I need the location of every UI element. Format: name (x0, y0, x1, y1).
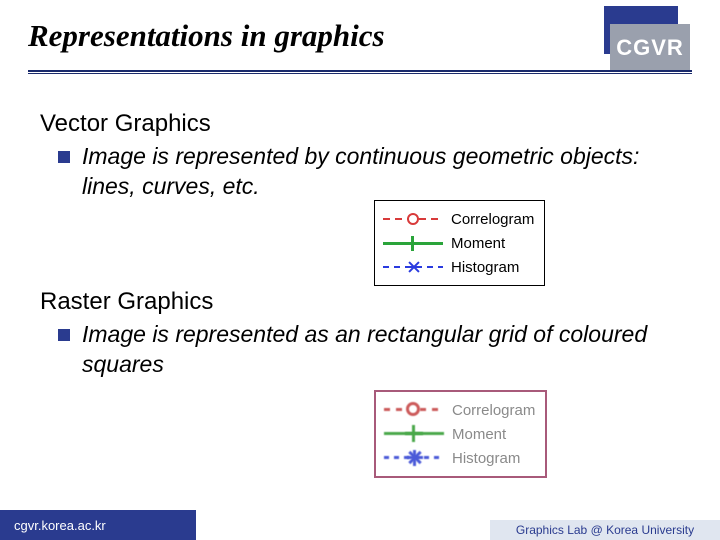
legend-label: Moment (451, 235, 505, 252)
footer-credit: Graphics Lab @ Korea University (490, 520, 720, 540)
legend-row: Histogram (384, 446, 535, 470)
legend-row: Moment (383, 231, 534, 255)
legend-label: Correlogram (451, 211, 534, 228)
legend-box: Correlogram Moment Histogram (374, 390, 547, 478)
legend-sample-histogram (384, 448, 444, 468)
legend-row: Correlogram (383, 207, 534, 231)
bullet-row: Image is represented by continuous geome… (40, 142, 680, 202)
bullet-icon (58, 151, 70, 163)
slide-title: Representations in graphics (28, 18, 692, 54)
section-title-raster: Raster Graphics (40, 288, 680, 316)
title-bar: Representations in graphics CGVR (0, 0, 720, 78)
section-title-vector: Vector Graphics (40, 110, 680, 138)
bullet-row: Image is represented as an rectangular g… (40, 320, 680, 380)
bullet-text-raster: Image is represented as an rectangular g… (82, 320, 680, 380)
legend-box: Correlogram Moment Histogram (374, 200, 545, 286)
bullet-text-vector: Image is represented by continuous geome… (82, 142, 680, 202)
legend-label: Histogram (451, 259, 519, 276)
legend-sample-histogram (383, 257, 443, 277)
legend-raster: Correlogram Moment Histogram (374, 390, 547, 478)
legend-row: Histogram (383, 255, 534, 279)
legend-vector: Correlogram Moment Histogram (374, 200, 545, 286)
legend-label: Moment (452, 426, 506, 443)
legend-sample-correlogram (384, 400, 444, 420)
legend-sample-moment (383, 233, 443, 253)
legend-label: Correlogram (452, 402, 535, 419)
legend-row: Moment (384, 422, 535, 446)
footer-url: cgvr.korea.ac.kr (0, 510, 196, 540)
legend-sample-moment (384, 424, 444, 444)
bullet-icon (58, 329, 70, 341)
slide-content: Vector Graphics Image is represented by … (0, 78, 720, 380)
brand-badge: CGVR (610, 24, 690, 72)
title-underline-thin (28, 70, 692, 74)
legend-row: Correlogram (384, 398, 535, 422)
legend-label: Histogram (452, 450, 520, 467)
legend-sample-correlogram (383, 209, 443, 229)
